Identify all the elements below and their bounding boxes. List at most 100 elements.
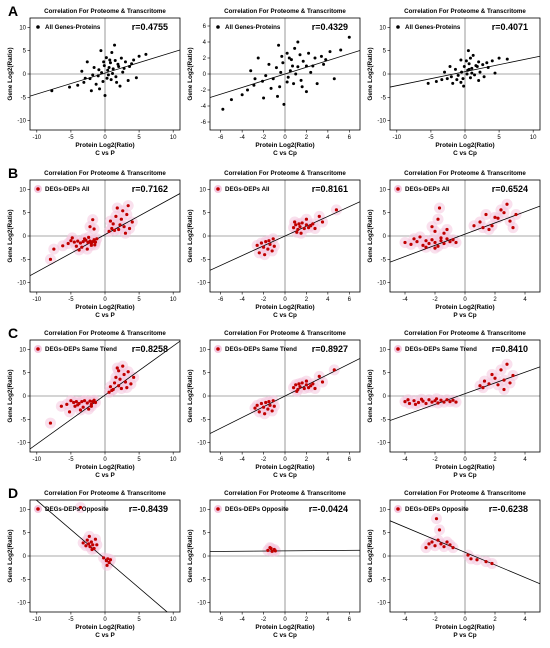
x-axis-label: Protein Log2(Ratio) <box>255 142 314 149</box>
x-tick-label: 6 <box>348 297 352 303</box>
data-point <box>505 57 509 61</box>
data-point <box>440 78 444 82</box>
data-point <box>67 410 72 414</box>
data-point <box>73 404 77 408</box>
x-tick-label: 0 <box>283 617 287 623</box>
comparison-label: C vs P <box>95 150 115 157</box>
correlation-label: r=0.8410 <box>492 344 528 354</box>
x-tick-label: 0 <box>103 135 107 141</box>
y-tick-label: -5 <box>201 577 207 583</box>
data-point <box>266 548 270 553</box>
x-tick-label: -10 <box>32 457 41 463</box>
y-tick-label: -10 <box>377 601 386 607</box>
panels-group: Correlation For Proteome & Transcritome -… <box>7 8 541 639</box>
data-point <box>77 248 81 252</box>
data-point <box>288 69 292 73</box>
panel-title: Correlation For Proteome & Transcritome <box>44 170 166 177</box>
x-axis-label: Protein Log2(Ratio) <box>255 464 314 471</box>
y-axis-label: Gene Log2(Ratio) <box>7 529 14 582</box>
y-tick-label: -10 <box>17 281 26 287</box>
y-tick-label: 5 <box>23 531 27 537</box>
x-axis-label: Protein Log2(Ratio) <box>75 304 134 311</box>
data-point <box>490 59 494 63</box>
x-tick-label: 10 <box>170 617 177 623</box>
x-tick-label: -4 <box>402 457 408 463</box>
data-point <box>505 362 509 366</box>
legend-marker <box>216 507 220 511</box>
data-point <box>304 383 309 387</box>
data-point <box>112 228 117 232</box>
data-point <box>291 226 296 230</box>
data-point <box>48 421 53 425</box>
scatter-panel-b-3: Correlation For Proteome & Transcritome -… <box>367 170 541 319</box>
data-point <box>76 403 80 407</box>
data-point <box>434 517 439 521</box>
data-point <box>297 222 301 226</box>
data-point <box>95 237 99 241</box>
data-point <box>445 398 449 402</box>
data-point <box>294 72 298 76</box>
data-point <box>424 245 428 249</box>
data-point <box>89 89 93 93</box>
x-tick-label: 0 <box>283 297 287 303</box>
data-point <box>76 83 80 87</box>
data-point <box>85 401 89 405</box>
correlation-label: r=0.8161 <box>312 184 348 194</box>
data-point <box>413 402 418 406</box>
data-point <box>296 227 300 232</box>
data-point <box>261 79 264 83</box>
data-point <box>295 389 299 393</box>
y-tick-label: -10 <box>377 441 386 447</box>
data-point <box>445 227 449 232</box>
data-point <box>125 212 129 217</box>
data-point <box>111 222 115 226</box>
comparison-label: P vs Cp <box>453 632 476 639</box>
data-point <box>296 40 300 44</box>
data-point <box>69 239 73 243</box>
data-point <box>490 372 494 377</box>
y-tick-label: 0 <box>383 554 387 560</box>
y-tick-label: 10 <box>199 347 206 353</box>
row-label-d: D <box>8 485 18 501</box>
data-point <box>493 376 497 380</box>
x-tick-label: 0 <box>283 135 287 141</box>
data-point <box>302 386 306 391</box>
correlation-label: r=0.4329 <box>312 22 348 32</box>
x-tick-label: 2 <box>305 457 309 463</box>
data-point <box>465 72 469 76</box>
data-point <box>85 247 89 251</box>
data-point <box>466 553 470 557</box>
data-point <box>119 217 123 221</box>
y-tick-label: 10 <box>379 507 386 513</box>
data-point <box>298 53 302 57</box>
data-point <box>255 403 259 407</box>
plot-area <box>210 201 360 271</box>
legend-label: DEGs-DEPs Same Trend <box>45 346 117 353</box>
correlation-label: r=0.8927 <box>312 344 348 354</box>
x-tick-label: -4 <box>239 457 245 463</box>
data-point <box>97 68 101 72</box>
data-point <box>80 400 84 404</box>
data-point <box>66 241 70 246</box>
data-point <box>108 58 112 62</box>
x-tick-label: -10 <box>32 135 41 141</box>
data-point <box>412 237 416 241</box>
data-point <box>93 240 98 244</box>
x-tick-label: -2 <box>261 135 267 141</box>
data-point <box>116 62 120 66</box>
data-point <box>464 59 468 63</box>
data-point <box>285 51 289 55</box>
data-point <box>286 75 290 79</box>
scatter-panel-c-3: Correlation For Proteome & Transcritome -… <box>367 330 541 479</box>
x-tick-label: 0 <box>103 297 107 303</box>
data-point <box>304 379 309 383</box>
data-point <box>282 102 286 106</box>
legend-label: DEGs-DEPs All <box>225 186 270 193</box>
x-axis-label: Protein Log2(Ratio) <box>435 142 494 149</box>
regression-line <box>30 49 180 97</box>
data-point <box>424 401 428 406</box>
x-tick-label: 5 <box>497 135 501 141</box>
y-tick-label: -10 <box>17 441 26 447</box>
data-point <box>469 557 473 561</box>
data-point <box>117 227 121 232</box>
